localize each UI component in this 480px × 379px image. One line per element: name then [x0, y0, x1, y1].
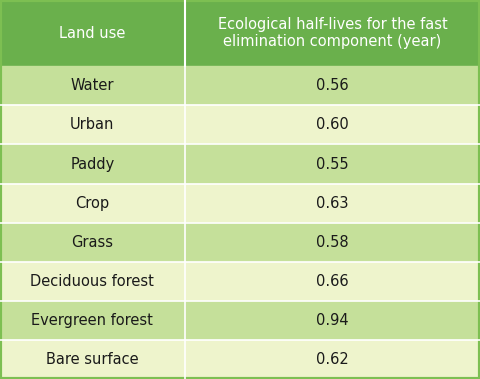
- Text: Urban: Urban: [70, 117, 115, 132]
- Text: 0.62: 0.62: [316, 352, 349, 367]
- Text: 0.94: 0.94: [316, 313, 348, 328]
- Bar: [0, 183, 185, 223]
- Bar: [0, 262, 185, 301]
- Bar: [185, 105, 480, 144]
- Text: Deciduous forest: Deciduous forest: [30, 274, 155, 289]
- Text: 0.56: 0.56: [316, 78, 348, 93]
- Text: 0.60: 0.60: [316, 117, 349, 132]
- Text: Evergreen forest: Evergreen forest: [32, 313, 153, 328]
- Bar: [185, 340, 480, 379]
- Text: Land use: Land use: [59, 26, 126, 41]
- Bar: [185, 144, 480, 183]
- Bar: [185, 223, 480, 262]
- Text: 0.63: 0.63: [316, 196, 348, 211]
- Bar: [185, 183, 480, 223]
- Bar: [0, 301, 185, 340]
- Text: 0.55: 0.55: [316, 157, 348, 172]
- Bar: [0, 0, 185, 66]
- Bar: [0, 223, 185, 262]
- Text: 0.66: 0.66: [316, 274, 348, 289]
- Text: Crop: Crop: [75, 196, 109, 211]
- Bar: [0, 340, 185, 379]
- Text: Grass: Grass: [72, 235, 113, 250]
- Text: 0.58: 0.58: [316, 235, 348, 250]
- Bar: [0, 144, 185, 183]
- Bar: [0, 105, 185, 144]
- Bar: [185, 262, 480, 301]
- Text: Ecological half-lives for the fast
elimination component (year): Ecological half-lives for the fast elimi…: [217, 17, 447, 49]
- Bar: [185, 0, 480, 66]
- Text: Water: Water: [71, 78, 114, 93]
- Bar: [0, 66, 185, 105]
- Text: Paddy: Paddy: [70, 157, 115, 172]
- Text: Bare surface: Bare surface: [46, 352, 139, 367]
- Bar: [185, 66, 480, 105]
- Bar: [185, 301, 480, 340]
